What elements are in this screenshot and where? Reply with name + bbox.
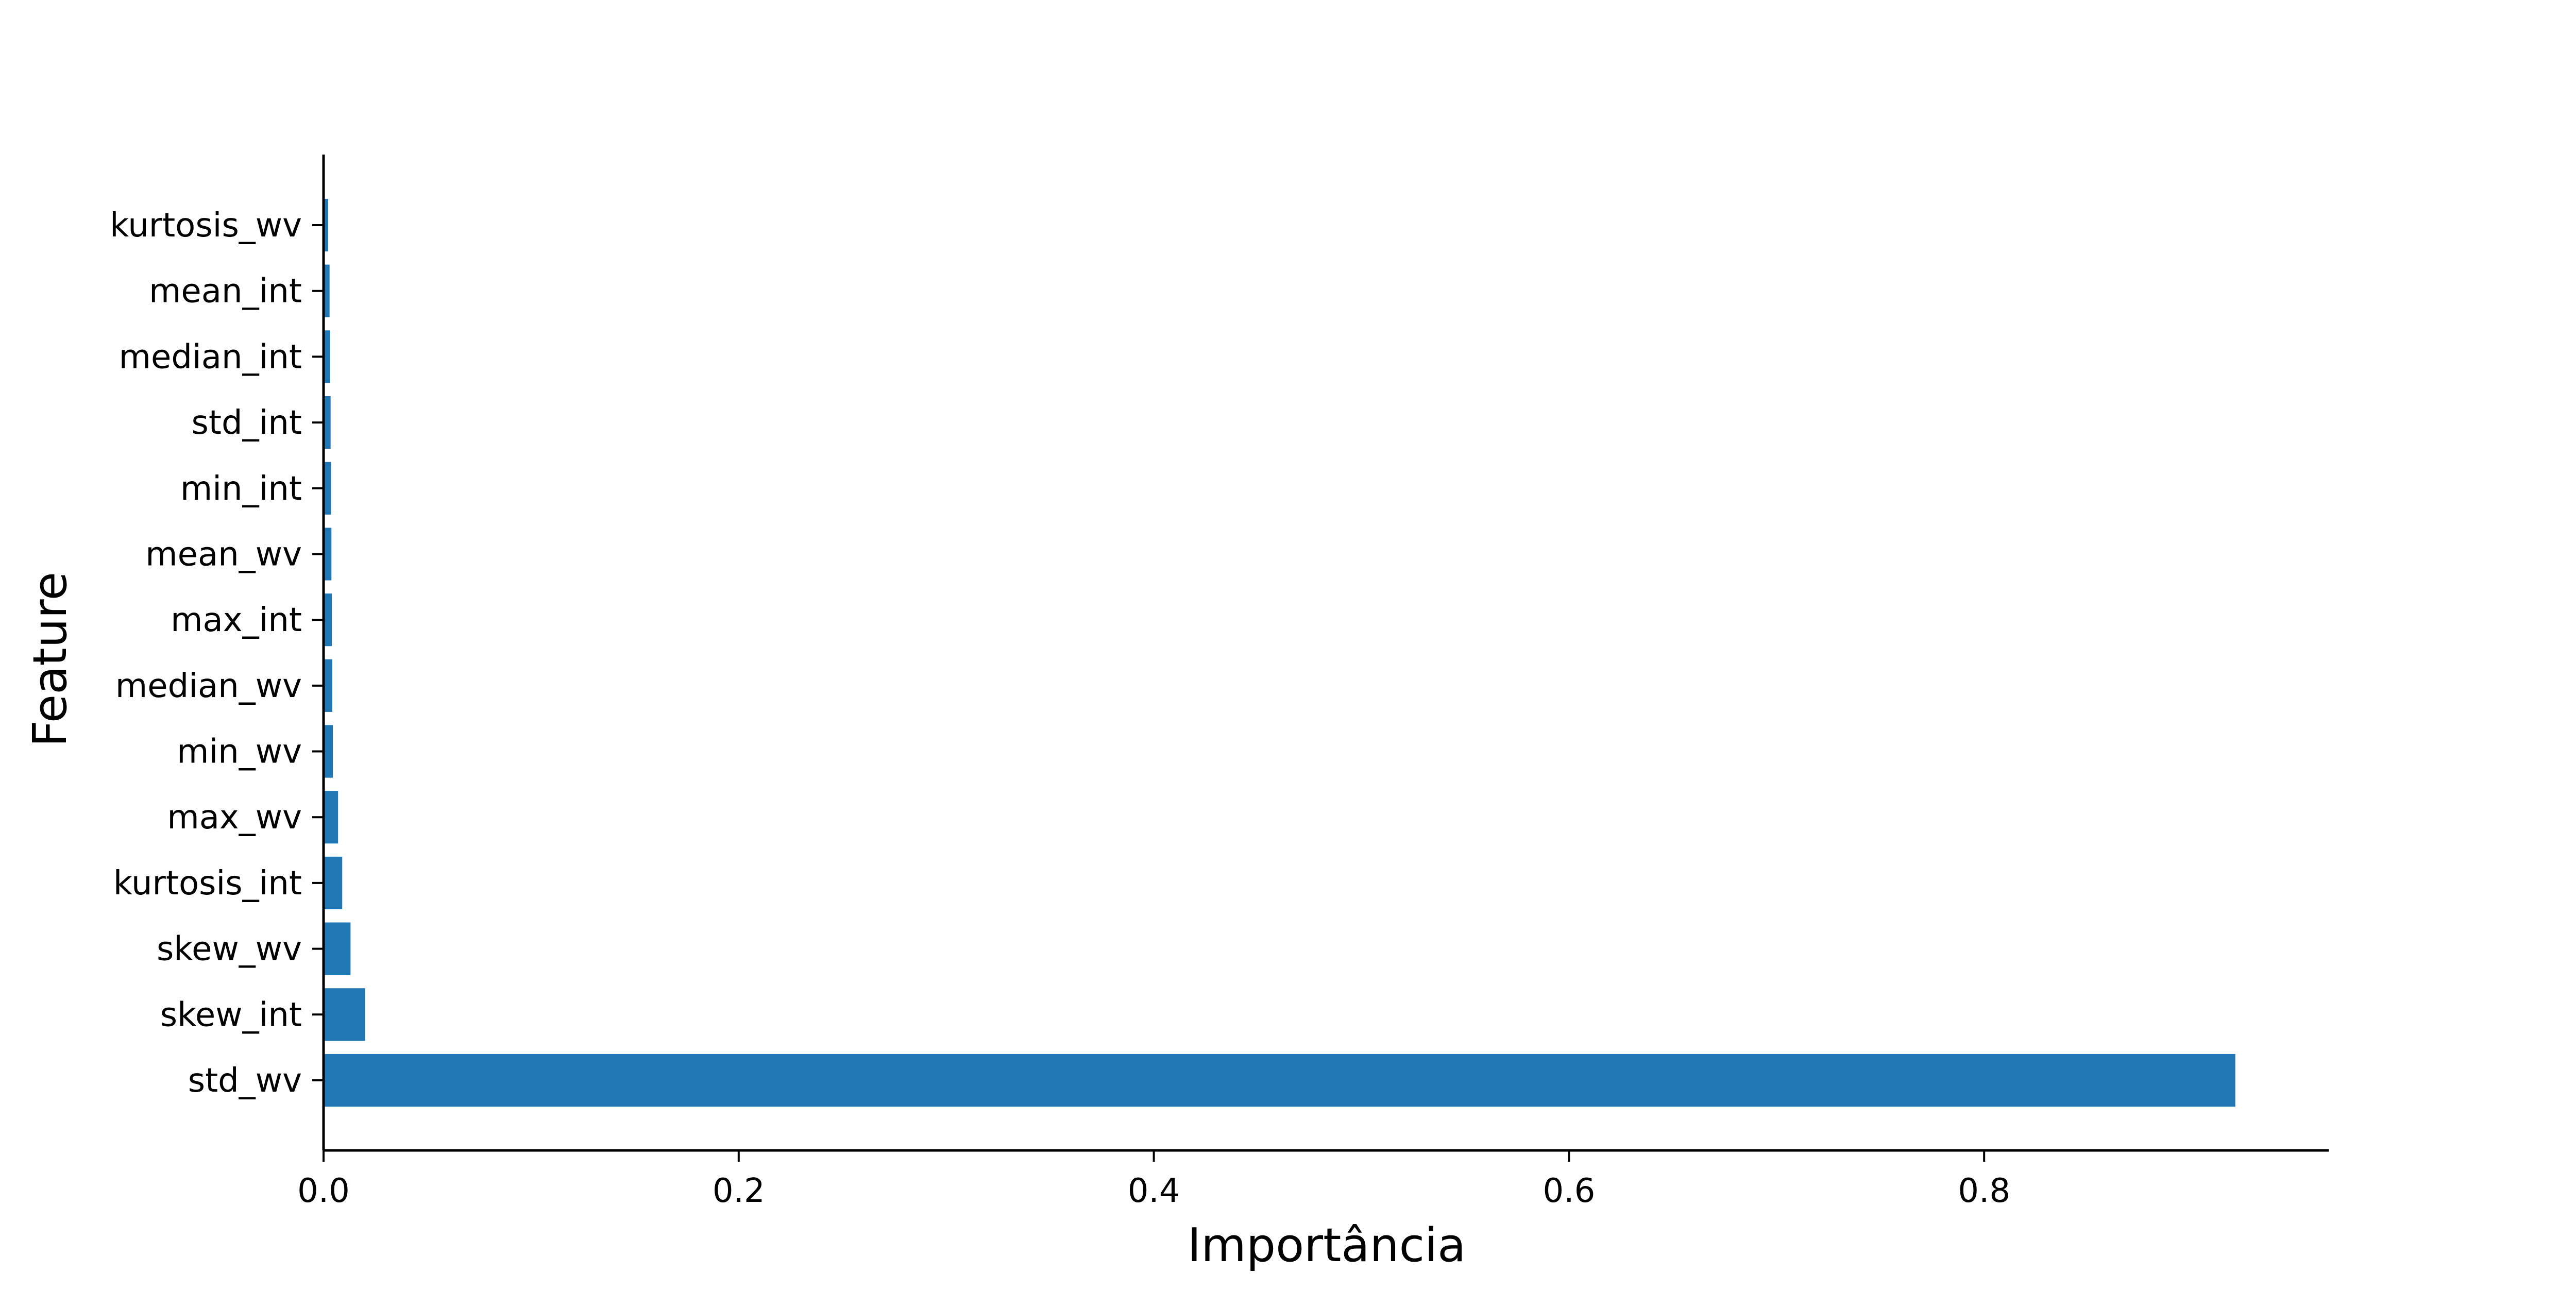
bar-std-wv: [324, 1054, 2235, 1107]
bar-median-wv: [324, 659, 332, 712]
x-ticks-group: 0.0 0.2 0.4 0.6 0.8: [297, 1150, 2010, 1210]
y-tick-label: mean_wv: [145, 535, 302, 573]
bar-min-wv: [324, 725, 333, 778]
y-ticks-group: std_wv skew_int skew_wv kurtosis_int max_wv m…: [110, 207, 324, 1100]
y-tick-label: min_int: [180, 470, 302, 508]
x-tick-label: 0.6: [1543, 1172, 1596, 1210]
y-tick-label: mean_int: [149, 273, 302, 311]
bar-skew-int: [324, 988, 365, 1041]
bar-max-wv: [324, 791, 338, 844]
bar-skew-wv: [324, 922, 351, 975]
y-tick-label: min_wv: [177, 733, 302, 771]
bar-max-int: [324, 593, 332, 647]
bar-std-int: [324, 396, 331, 449]
y-tick-label: max_int: [171, 601, 302, 639]
y-tick-label: max_wv: [167, 799, 302, 837]
x-tick-label: 0.8: [1958, 1172, 2010, 1210]
x-tick-label: 0.4: [1128, 1172, 1180, 1210]
bar-min-int: [324, 462, 331, 515]
x-axis-label: Importância: [1188, 1218, 1466, 1272]
bar-median-int: [324, 330, 330, 383]
y-axis-label: Feature: [23, 572, 77, 747]
y-tick-label: std_wv: [188, 1062, 302, 1100]
x-tick-label: 0.0: [297, 1172, 350, 1210]
y-tick-label: skew_wv: [157, 930, 302, 969]
bar-kurtosis-wv: [324, 198, 328, 252]
y-tick-label: kurtosis_int: [113, 864, 302, 903]
y-tick-label: median_int: [119, 338, 302, 376]
y-tick-label: median_wv: [115, 667, 302, 705]
y-tick-label: kurtosis_wv: [110, 207, 302, 245]
bar-mean-wv: [324, 528, 332, 581]
bars-group: [324, 198, 2235, 1107]
x-tick-label: 0.2: [713, 1172, 765, 1210]
bar-kurtosis-int: [324, 856, 343, 909]
bar-mean-int: [324, 264, 330, 317]
y-tick-label: std_int: [192, 404, 302, 442]
y-tick-label: skew_int: [160, 996, 302, 1034]
